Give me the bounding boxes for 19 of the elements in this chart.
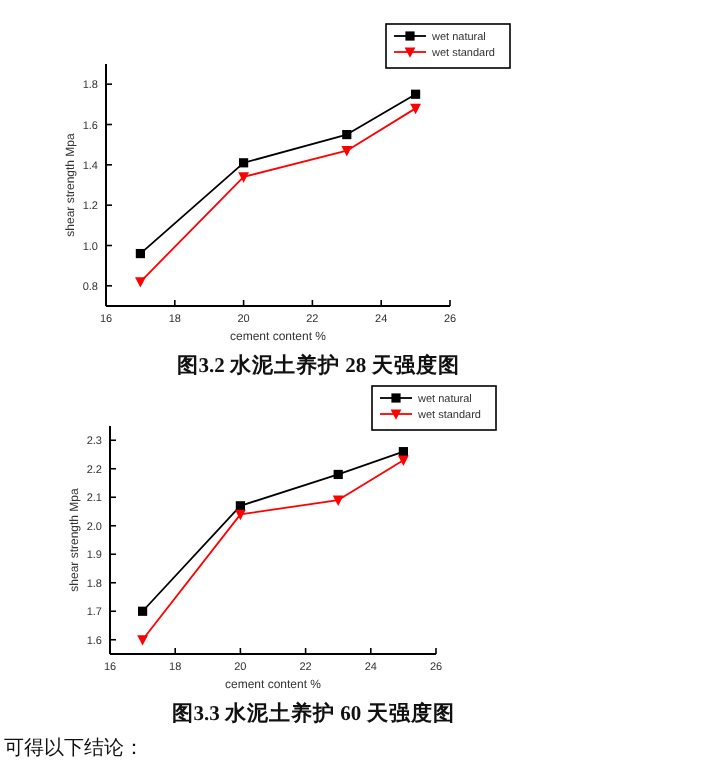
point (341, 146, 353, 157)
point (135, 277, 146, 288)
point (332, 495, 344, 506)
text: 图3.3 水泥土养护 60 天强度图 (171, 700, 455, 726)
text: 图3.2 水泥土养护 28 天强度图 (176, 352, 460, 378)
point (238, 172, 249, 183)
point (137, 635, 148, 646)
point (235, 509, 246, 521)
point (138, 606, 148, 616)
point (398, 455, 409, 466)
point (410, 103, 421, 115)
point (411, 89, 421, 99)
point (235, 501, 245, 511)
point (239, 158, 249, 168)
point (342, 129, 352, 140)
text: 可得以下结论： (4, 736, 144, 760)
point (135, 248, 145, 259)
point (333, 469, 343, 480)
point (398, 447, 408, 457)
